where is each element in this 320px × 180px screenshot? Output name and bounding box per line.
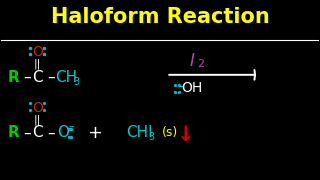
Text: O: O xyxy=(58,125,69,140)
Text: O: O xyxy=(32,46,43,60)
Text: ||: || xyxy=(34,59,41,69)
Text: –: – xyxy=(177,81,184,95)
Text: I: I xyxy=(189,51,194,69)
Text: –: – xyxy=(47,70,55,85)
Text: OH: OH xyxy=(181,81,203,95)
Text: (s): (s) xyxy=(161,126,178,139)
Text: 2: 2 xyxy=(197,59,204,69)
Text: ↓: ↓ xyxy=(177,125,194,145)
Text: –: – xyxy=(23,70,31,85)
Text: –: – xyxy=(47,125,55,140)
Text: O: O xyxy=(32,101,43,115)
Text: R: R xyxy=(8,125,19,140)
Text: –: – xyxy=(68,121,74,131)
Text: Haloform Reaction: Haloform Reaction xyxy=(51,7,269,27)
Text: C: C xyxy=(32,70,43,85)
Text: –: – xyxy=(23,125,31,140)
Text: CHI: CHI xyxy=(126,125,153,140)
Text: ||: || xyxy=(34,114,41,125)
Text: C: C xyxy=(32,125,43,140)
Text: CH: CH xyxy=(55,70,77,85)
Text: +: + xyxy=(87,124,102,142)
Text: R: R xyxy=(8,70,19,85)
Text: 3: 3 xyxy=(148,132,154,142)
Text: 3: 3 xyxy=(74,77,80,87)
